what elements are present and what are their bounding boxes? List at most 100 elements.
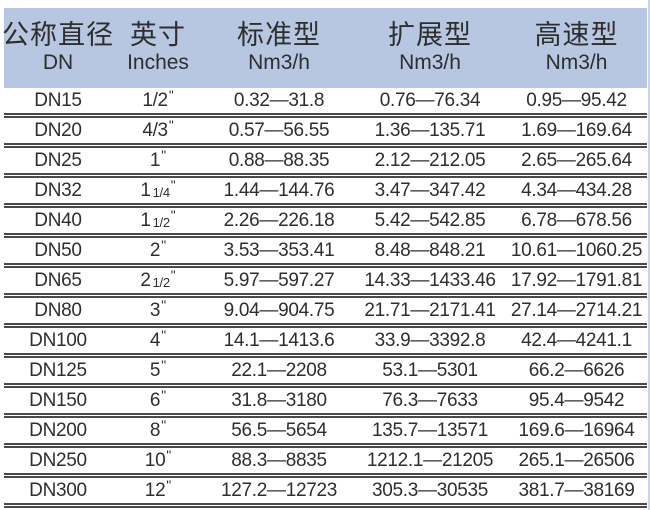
- inch-main: 1: [149, 150, 161, 172]
- inch-main: 4/3: [142, 120, 168, 142]
- high-cell: 169.6—16964: [518, 419, 635, 441]
- inch-frac: 1/4: [152, 184, 170, 200]
- header-cn-label: 标准型: [237, 20, 321, 51]
- inch-cell: 3": [112, 298, 204, 322]
- header-cell-high-speed-type: 高速型 Nm3/h: [506, 8, 647, 88]
- table-row: DN200 8" 56.5—5654 135.7—13571 169.6—169…: [4, 418, 647, 448]
- ext-cell: 0.76—76.34: [379, 89, 481, 111]
- inch-main: 6: [149, 390, 161, 412]
- header-cell-nominal-diameter: 公称直径 DN: [2, 8, 113, 88]
- inch-mark: ": [166, 448, 172, 464]
- high-cell: 0.95—95.42: [526, 89, 627, 111]
- high-cell: 95.4—9542: [528, 389, 625, 411]
- inch-frac: 1/2: [152, 274, 170, 290]
- high-cell: 6.78—678.56: [521, 209, 632, 231]
- std-cell: 9.04—904.75: [223, 299, 335, 321]
- inch-main: 3: [149, 300, 161, 322]
- dn-cell: DN32: [34, 179, 82, 201]
- std-cell: 1.44—144.76: [223, 179, 335, 201]
- std-cell: 31.8—3180: [231, 389, 327, 411]
- std-cell: 2.26—226.18: [223, 209, 335, 231]
- dn-cell: DN125: [29, 359, 87, 381]
- table-body: DN15 1/2" 0.32—31.8 0.76—76.34 0.95—95.4…: [4, 88, 647, 508]
- ext-cell: 1.36—135.71: [374, 119, 486, 141]
- inch-main: 1: [140, 180, 151, 202]
- inch-cell: 4/3": [112, 118, 204, 142]
- table-row: DN20 4/3" 0.57—56.55 1.36—135.71 1.69—16…: [4, 118, 647, 148]
- std-cell: 127.2—12723: [220, 479, 338, 501]
- ext-cell: 2.12—212.05: [374, 149, 486, 171]
- dn-cell: DN80: [34, 299, 82, 321]
- inch-mark: ": [161, 298, 167, 314]
- dn-cell: DN300: [29, 479, 87, 501]
- std-cell: 0.32—31.8: [233, 89, 325, 111]
- ext-cell: 1212.1—21205: [366, 449, 494, 471]
- inch-main: 1: [140, 210, 151, 232]
- inch-main: 10: [144, 450, 166, 472]
- dn-cell: DN250: [29, 449, 87, 471]
- std-cell: 14.1—1413.6: [223, 329, 335, 351]
- std-cell: 5.97—597.27: [223, 269, 335, 291]
- inch-cell: 1": [112, 148, 204, 172]
- header-cn-label: 英寸: [130, 20, 186, 51]
- high-cell: 10.61—1060.25: [510, 239, 643, 261]
- table-row: DN125 5" 22.1—2208 53.1—5301 66.2—6626: [4, 358, 647, 388]
- inch-cell: 1 1/2": [112, 208, 204, 232]
- inch-main: 2: [140, 270, 151, 292]
- dn-cell: DN65: [34, 269, 82, 291]
- high-cell: 2.65—265.64: [521, 149, 632, 171]
- inch-cell: 10": [112, 448, 204, 472]
- dn-cell: DN50: [34, 239, 82, 261]
- inch-main: 1/2: [142, 90, 168, 112]
- inch-cell: 5": [112, 358, 204, 382]
- table-header: 公称直径 DN 英寸 Inches 标准型 Nm3/h 扩展型 Nm3/h 高速…: [2, 8, 647, 88]
- inch-mark: ": [168, 118, 174, 134]
- table-row: DN32 1 1/4" 1.44—144.76 3.47—347.42 4.34—…: [4, 178, 647, 208]
- table-row: DN100 4" 14.1—1413.6 33.9—3392.8 42.4—42…: [4, 328, 647, 358]
- header-sub-label: Inches: [127, 51, 189, 75]
- table-row: DN15 1/2" 0.32—31.8 0.76—76.34 0.95—95.4…: [4, 88, 647, 118]
- ext-cell: 76.3—7633: [382, 389, 478, 411]
- dn-cell: DN150: [29, 389, 87, 411]
- ext-cell: 3.47—347.42: [374, 179, 486, 201]
- inch-mark: ": [170, 178, 176, 194]
- inch-main: 5: [149, 360, 161, 382]
- inch-mark: ": [168, 88, 174, 104]
- table-row: DN65 2 1/2" 5.97—597.27 14.33—1433.46 17.…: [4, 268, 647, 298]
- high-cell: 66.2—6626: [528, 359, 625, 381]
- inch-mark: ": [161, 388, 167, 404]
- ext-cell: 33.9—3392.8: [374, 329, 486, 351]
- inch-mark: ": [161, 328, 167, 344]
- inch-mark: ": [170, 208, 176, 224]
- inch-cell: 6": [112, 388, 204, 412]
- table-row: DN150 6" 31.8—3180 76.3—7633 95.4—9542: [4, 388, 647, 418]
- header-cell-inches: 英寸 Inches: [112, 8, 204, 88]
- header-sub-label: Nm3/h: [399, 51, 461, 75]
- high-cell: 4.34—434.28: [521, 179, 632, 201]
- dn-cell: DN20: [34, 119, 82, 141]
- high-cell: 265.1—26506: [518, 449, 635, 471]
- table-row: DN80 3" 9.04—904.75 21.71—2171.41 27.14—…: [4, 298, 647, 328]
- header-cn-label: 高速型: [534, 20, 619, 51]
- inch-frac: 1/2: [152, 214, 170, 230]
- header-cell-extended-type: 扩展型 Nm3/h: [354, 8, 506, 88]
- table-row: DN40 1 1/2" 2.26—226.18 5.42—542.85 6.78—…: [4, 208, 647, 238]
- high-cell: 42.4—4241.1: [521, 329, 632, 351]
- inch-mark: ": [170, 268, 176, 284]
- dn-cell: DN100: [29, 329, 87, 351]
- dn-cell: DN15: [34, 89, 82, 111]
- header-cell-standard-type: 标准型 Nm3/h: [204, 8, 354, 88]
- high-cell: 17.92—1791.81: [510, 269, 643, 291]
- inch-cell: 2 1/2": [112, 268, 204, 292]
- inch-cell: 4": [112, 328, 204, 352]
- ext-cell: 8.48—848.21: [374, 239, 486, 261]
- inch-cell: 1/2": [112, 88, 204, 112]
- inch-mark: ": [161, 358, 167, 374]
- header-sub-label: Nm3/h: [545, 51, 608, 75]
- header-sub-label: DN: [42, 51, 74, 75]
- inch-cell: 8": [112, 418, 204, 442]
- header-sub-label: Nm3/h: [248, 51, 310, 75]
- dn-cell: DN200: [29, 419, 87, 441]
- table-row: DN50 2" 3.53—353.41 8.48—848.21 10.61—10…: [4, 238, 647, 268]
